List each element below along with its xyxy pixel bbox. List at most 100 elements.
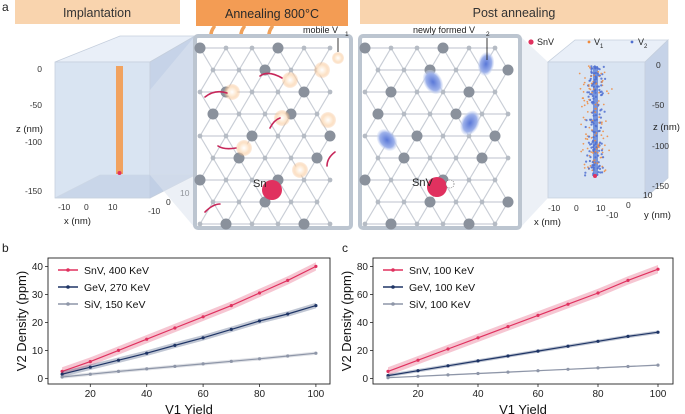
scatter-point (598, 91, 600, 94)
scatter-point (597, 130, 600, 133)
lattice-atom (223, 45, 229, 51)
scatter-point (589, 156, 592, 159)
scatter-point (599, 171, 602, 174)
scatter-point (594, 156, 597, 159)
scatter-point (600, 84, 603, 87)
series-line (62, 352, 316, 378)
scatter-point (599, 126, 603, 129)
lattice-bond (403, 91, 418, 115)
scatter-point (602, 130, 604, 133)
scatter-point (590, 118, 593, 121)
scatter-point (586, 100, 589, 103)
lattice-atom (424, 196, 436, 208)
left-x-label: x (nm) (64, 216, 91, 227)
snv-atom (427, 177, 447, 197)
series-point (60, 369, 64, 373)
lattice-bond (442, 135, 457, 159)
scatter-point (598, 164, 601, 167)
scatter-point (588, 79, 591, 82)
lattice-atom (236, 111, 242, 117)
lattice-bond (212, 47, 227, 71)
left-z-label: z (nm) (16, 124, 43, 135)
lattice-bond (377, 179, 392, 203)
right-x-tick-0: -10 (548, 203, 561, 213)
scatter-point (594, 142, 597, 146)
scatter-point (588, 150, 591, 153)
scatter-point (598, 144, 601, 147)
lattice-atom (479, 199, 485, 205)
scatter-point (584, 125, 587, 129)
scatter-point (593, 72, 596, 75)
scatter-point (598, 149, 601, 152)
sn-atom (262, 180, 282, 200)
lattice-bond (199, 135, 214, 159)
lattice-atom (359, 174, 371, 186)
scatter-point (596, 102, 599, 104)
series-point (314, 304, 318, 308)
scatter-point (598, 141, 602, 144)
series-line (61, 265, 317, 372)
scatter-point (590, 93, 594, 96)
lattice-bond (316, 201, 331, 225)
scatter-point (600, 142, 603, 145)
scatter-point (593, 161, 596, 164)
series-point (416, 369, 420, 373)
scatter-point (587, 91, 591, 94)
legend-entry: GeV, 270 KeV (84, 282, 150, 294)
scatter-point (594, 150, 597, 153)
right-z-label: z (nm) (653, 122, 680, 133)
series-point (536, 349, 540, 353)
series-point (626, 278, 630, 282)
lattice-atom (236, 199, 242, 205)
lattice-atom (492, 221, 498, 227)
series-point (229, 327, 233, 331)
scatter-point (594, 111, 597, 113)
left-x-tick-1: 0 (84, 202, 89, 212)
scatter-point (584, 174, 587, 177)
scatter-point (594, 66, 597, 69)
x-tick-label: 80 (254, 389, 266, 400)
left-x-tick-2: 10 (108, 202, 118, 212)
left-x-tick-0: -10 (58, 202, 71, 212)
scatter-point (598, 121, 601, 124)
series-point (446, 347, 450, 351)
series-point (596, 291, 600, 295)
x-tick-label: 20 (85, 389, 97, 400)
scatter-point (593, 74, 596, 77)
lattice-bond (364, 201, 379, 225)
scatter-point (586, 147, 589, 150)
scatter-point (601, 171, 604, 174)
lattice-atom (275, 89, 281, 95)
migration-arrow-icons (204, 72, 336, 213)
lattice-atom (463, 218, 475, 230)
scatter-point (586, 154, 589, 157)
series-point (116, 358, 121, 362)
lattice-atom (327, 45, 333, 51)
scatter-point (578, 72, 581, 75)
lattice-atom (197, 89, 203, 95)
scatter-point (588, 98, 590, 101)
x-axis-label: V1 Yield (499, 402, 547, 414)
lattice-bond (277, 135, 292, 159)
scatter-point (606, 135, 609, 138)
scatter-point (593, 78, 597, 81)
legend-v1-dot (587, 40, 591, 44)
legend-snv-dot (528, 39, 534, 45)
series-point (656, 330, 660, 334)
scatter-point (593, 119, 596, 122)
scatter-point (582, 142, 585, 145)
scatter-point (602, 103, 605, 106)
scatter-point (591, 111, 594, 114)
series-point (506, 325, 510, 329)
snv-vacancy (445, 179, 455, 189)
right-x-tick-1: 0 (574, 203, 579, 213)
series-point (596, 339, 600, 343)
lattice-atom (398, 152, 410, 164)
scatter-point (594, 95, 598, 98)
scatter-point (595, 147, 598, 150)
lattice-atom (411, 130, 423, 142)
snv-marker-right (593, 174, 597, 178)
scatter-point (603, 110, 606, 113)
lattice-bond (442, 69, 457, 93)
